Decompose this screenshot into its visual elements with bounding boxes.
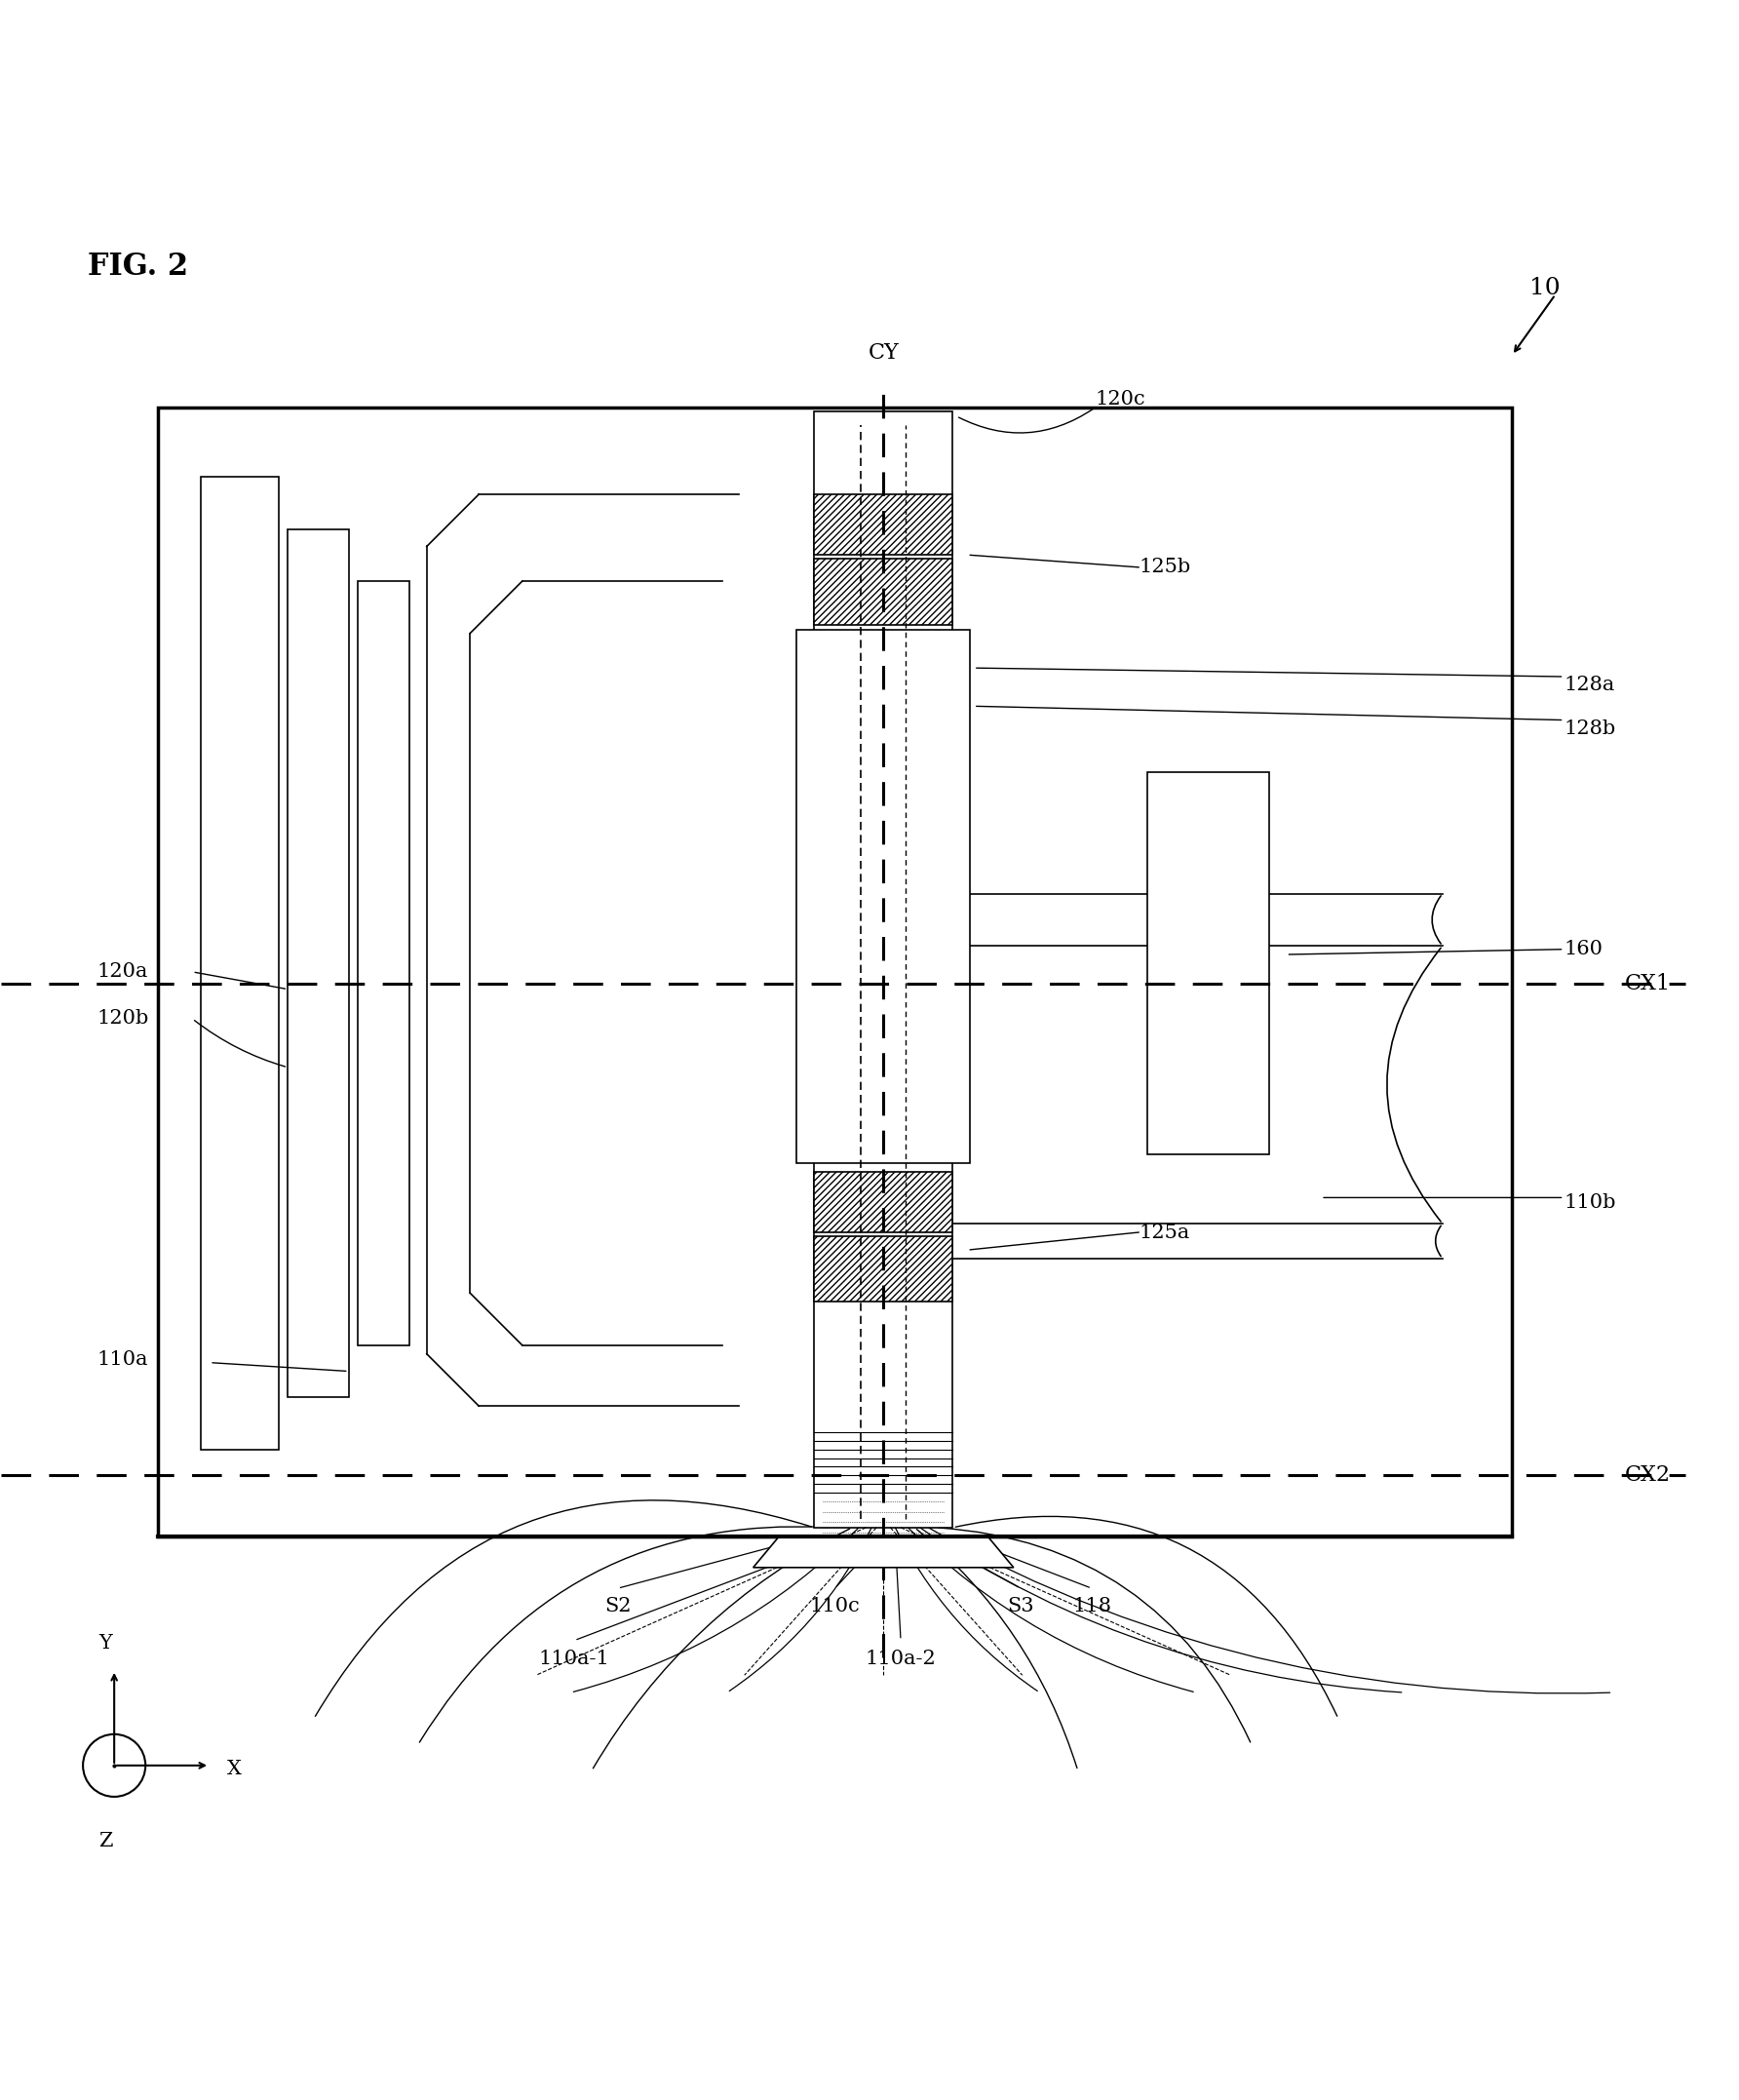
Text: 110b: 110b (1563, 1193, 1616, 1212)
Text: 118: 118 (1073, 1596, 1111, 1615)
Bar (356, 582, 409, 1346)
Text: 110c: 110c (810, 1596, 861, 1615)
Text: 128a: 128a (1563, 676, 1616, 695)
Bar (158, 407, 1511, 1537)
Text: 120a: 120a (97, 962, 148, 981)
Bar (202, 477, 280, 1449)
Text: CX1: CX1 (1624, 972, 1671, 995)
Bar (289, 529, 348, 1397)
Text: Y: Y (99, 1634, 113, 1653)
Bar (814, 1172, 953, 1233)
Bar (814, 412, 953, 1527)
Text: 110a-2: 110a-2 (866, 1649, 936, 1667)
Text: FIG. 2: FIG. 2 (89, 252, 190, 281)
Bar (814, 1235, 953, 1302)
Polygon shape (753, 1537, 1014, 1567)
Bar (814, 494, 953, 554)
Text: 125b: 125b (1139, 559, 1191, 578)
Text: 160: 160 (1563, 941, 1603, 958)
Text: S2: S2 (605, 1596, 631, 1615)
Bar (796, 630, 970, 1163)
Text: CX2: CX2 (1624, 1464, 1671, 1487)
Bar (1148, 773, 1269, 1155)
Text: S3: S3 (1007, 1596, 1035, 1615)
Text: 128b: 128b (1563, 720, 1616, 737)
Text: X: X (228, 1760, 242, 1779)
Text: 125a: 125a (1139, 1222, 1189, 1241)
Bar (814, 559, 953, 624)
Text: Z: Z (99, 1831, 113, 1850)
Text: 120b: 120b (97, 1010, 150, 1029)
Text: 110a: 110a (97, 1350, 148, 1369)
Text: 120c: 120c (1096, 388, 1146, 407)
Text: 10: 10 (1529, 277, 1560, 300)
Text: 110a-1: 110a-1 (539, 1649, 610, 1667)
Text: CY: CY (868, 342, 899, 363)
